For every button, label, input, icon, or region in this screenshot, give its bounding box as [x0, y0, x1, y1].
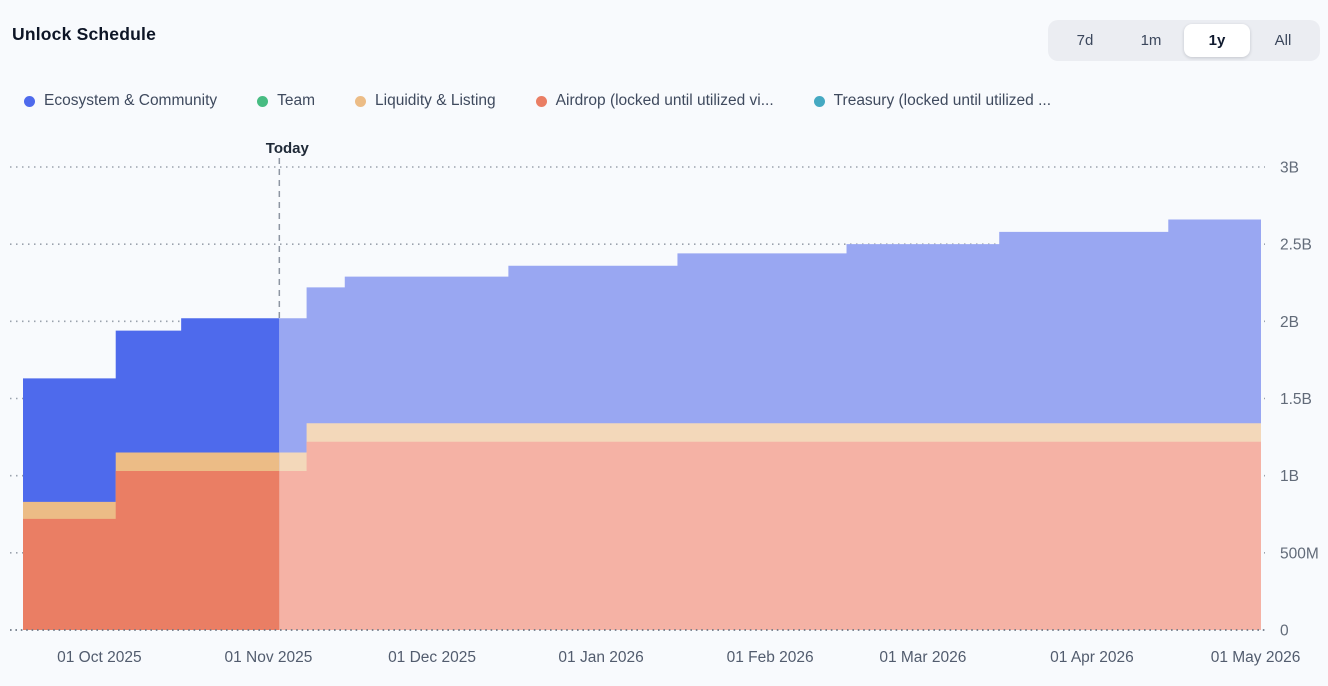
x-axis-labels: 01 Oct 2025 01 Nov 2025 01 Dec 2025 01 Jan … — [57, 649, 1300, 666]
legend-dot-icon — [355, 95, 367, 107]
legend-dot-icon — [24, 95, 35, 107]
x-axis-label: 01 Dec 2025 — [388, 649, 476, 666]
x-axis-label: 01 Oct 2025 — [57, 649, 141, 666]
chart-header: Unlock Schedule 7d 1m 1y All — [0, 0, 1328, 61]
legend-dot-icon — [813, 95, 825, 107]
y-axis-label: 1B — [1280, 468, 1299, 485]
y-axis-label: 0 — [1280, 623, 1289, 640]
x-axis-label: 01 Apr 2026 — [1050, 649, 1134, 666]
legend-item[interactable]: Liquidity & Listing — [355, 92, 496, 110]
y-axis-label: 2B — [1280, 314, 1299, 331]
legend-label: Ecosystem & Community — [44, 92, 218, 109]
x-axis-label: 01 Mar 2026 — [879, 649, 966, 666]
range-button-all[interactable]: All — [1250, 24, 1316, 57]
legend-item[interactable]: Airdrop (locked until utilized vi... — [535, 92, 774, 110]
x-axis-label: 01 Feb 2026 — [727, 649, 814, 666]
legend-item[interactable]: Treasury (locked until utilized ... — [813, 92, 1052, 110]
unlock-chart[interactable]: 0 500M 1B 1.5B 2B 2.5B 3B Today 01 Oct 2025 01 No… — [0, 135, 1328, 686]
x-axis-label: 01 Nov 2025 — [224, 649, 312, 666]
y-axis-label: 1.5B — [1280, 391, 1312, 408]
range-button-1m[interactable]: 1m — [1118, 24, 1184, 57]
legend-dot-icon — [535, 95, 547, 107]
area-future — [279, 441, 1261, 630]
gridlines: 0 500M 1B 1.5B 2B 2.5B 3B — [10, 160, 1319, 640]
legend-label: Airdrop (locked until utilized vi... — [555, 92, 774, 109]
y-axis-label: 2.5B — [1280, 237, 1312, 254]
legend-item[interactable]: Ecosystem & Community — [24, 92, 217, 110]
y-axis-label: 500M — [1280, 545, 1319, 562]
area-past — [23, 471, 280, 630]
range-button-1y[interactable]: 1y — [1184, 24, 1250, 57]
legend-label: Treasury (locked until utilized ... — [833, 92, 1052, 109]
legend-dot-icon — [257, 95, 269, 107]
range-button-7d[interactable]: 7d — [1052, 24, 1118, 57]
legend: Ecosystem & Community Team Liquidity & Lis… — [0, 92, 1328, 110]
x-axis-label: 01 May 2026 — [1211, 649, 1301, 666]
today-label: Today — [266, 140, 310, 157]
legend-label: Liquidity & Listing — [375, 92, 496, 109]
x-axis-label: 01 Jan 2026 — [558, 649, 643, 666]
y-axis-label: 3B — [1280, 160, 1299, 177]
time-range-selector: 7d 1m 1y All — [1048, 20, 1320, 61]
legend-label: Team — [277, 92, 316, 109]
legend-item[interactable]: Team — [257, 92, 315, 110]
series-areas — [23, 219, 1261, 630]
page-title: Unlock Schedule — [12, 24, 157, 44]
